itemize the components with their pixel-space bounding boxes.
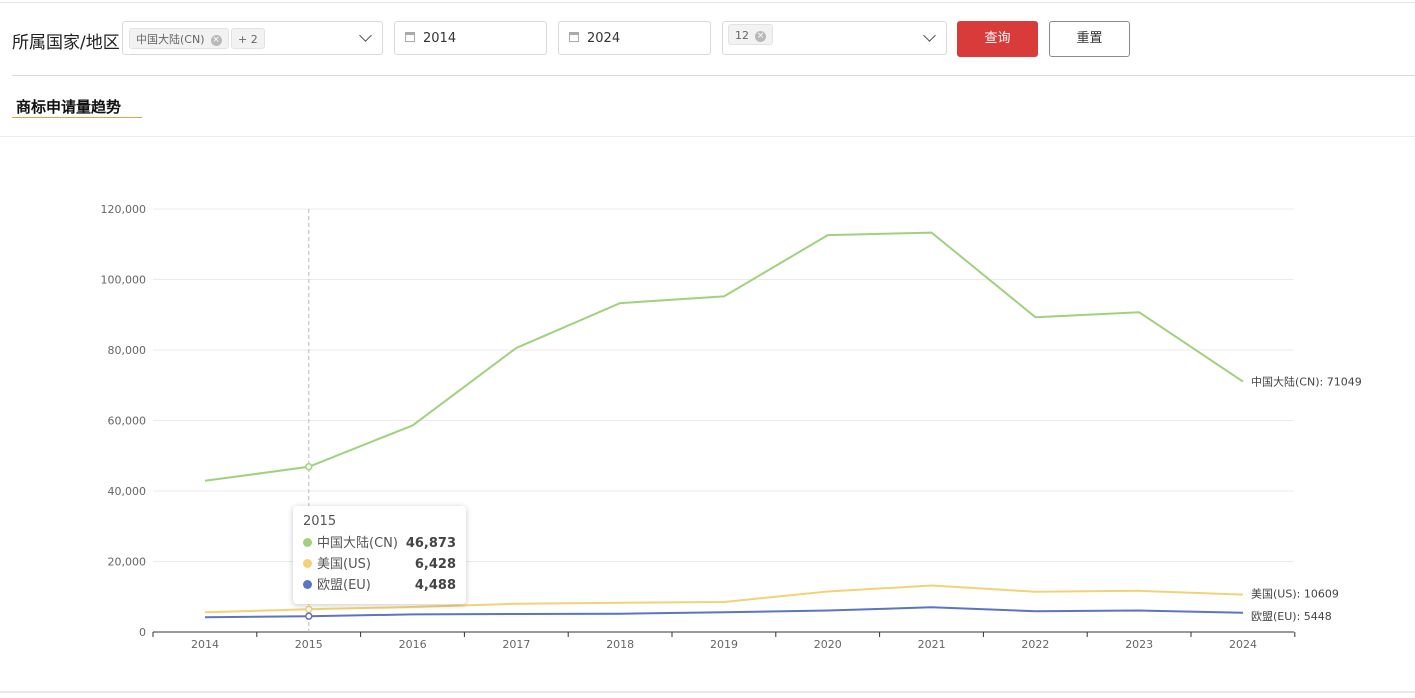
x-tick-label: 2018 xyxy=(606,638,634,651)
x-tick-label: 2017 xyxy=(502,638,530,651)
region-multiselect[interactable]: 中国大陆(CN) × + 2 xyxy=(122,21,383,55)
reset-button[interactable]: 重置 xyxy=(1049,21,1130,57)
tooltip-title: 2015 xyxy=(303,514,337,529)
y-tick-label: 40,000 xyxy=(108,485,147,498)
tooltip-row-eu: 欧盟(EU) 4,488 xyxy=(303,575,456,596)
tooltip-series-name: 中国大陆(CN) xyxy=(317,536,398,551)
tooltip-series-name: 欧盟(EU) xyxy=(317,578,371,593)
series-line-eu xyxy=(204,606,1244,619)
start-year-value: 2014 xyxy=(423,31,457,46)
series-line-cn xyxy=(204,231,1244,482)
x-tick-label: 2020 xyxy=(814,638,842,651)
x-tick-label: 2021 xyxy=(918,638,946,651)
query-button[interactable]: 查询 xyxy=(957,21,1038,57)
bottom-border xyxy=(0,691,1415,693)
series-end-label-cn: 中国大陆(CN): 71049 xyxy=(1251,375,1362,389)
start-year-picker[interactable]: 2014 xyxy=(394,21,547,55)
x-tick-label: 2024 xyxy=(1229,638,1257,651)
section-divider xyxy=(0,136,1415,137)
region-tag-cn: 中国大陆(CN) × xyxy=(129,28,229,49)
tooltip-row-cn: 中国大陆(CN) 46,873 xyxy=(303,533,456,554)
series-line-us xyxy=(204,584,1244,614)
end-year-picker[interactable]: 2024 xyxy=(558,21,711,55)
y-tick-label: 100,000 xyxy=(101,274,147,287)
y-tick-label: 120,000 xyxy=(101,203,147,216)
section-title: 商标申请量趋势 xyxy=(16,98,122,116)
series-point-us xyxy=(305,605,313,614)
filter-bar: 所属国家/地区 中国大陆(CN) × + 2 2014 2024 12 × 查询 重… xyxy=(0,0,1415,76)
y-tick-label: 60,000 xyxy=(108,415,147,428)
filter-divider xyxy=(12,75,1415,76)
series-end-label-eu: 欧盟(EU): 5448 xyxy=(1251,610,1332,623)
series-end-label-us: 美国(US): 10609 xyxy=(1251,588,1339,601)
month-multiselect[interactable]: 12 × xyxy=(722,21,947,55)
x-tick-label: 2015 xyxy=(295,638,323,651)
chart-tooltip: 2015 中国大陆(CN) 46,873 美国(US) 6,428 欧盟(EU)… xyxy=(293,506,466,604)
tooltip-series-value: 6,428 xyxy=(414,557,456,572)
legend-dot-icon xyxy=(303,580,312,589)
x-tick-label: 2023 xyxy=(1125,638,1153,651)
x-tick-label: 2014 xyxy=(191,638,219,651)
tooltip-series-name: 美国(US) xyxy=(317,557,371,572)
legend-dot-icon xyxy=(303,559,312,568)
month-tag: 12 × xyxy=(728,24,773,45)
x-tick-label: 2016 xyxy=(399,638,427,651)
legend-dot-icon xyxy=(303,538,312,547)
y-tick-label: 80,000 xyxy=(108,344,147,357)
tag-remove-icon[interactable]: × xyxy=(755,30,766,42)
region-tag-label: 中国大陆(CN) xyxy=(136,33,205,46)
tag-remove-icon[interactable]: × xyxy=(210,34,222,46)
region-tag-more: + 2 xyxy=(231,28,265,49)
x-tick-label: 2022 xyxy=(1021,638,1049,651)
calendar-icon xyxy=(405,32,415,42)
y-tick-label: 20,000 xyxy=(108,556,147,569)
series-point-cn xyxy=(305,463,313,471)
top-border xyxy=(0,2,1415,3)
section-title-underline xyxy=(12,117,142,118)
tooltip-series-value: 4,488 xyxy=(414,578,456,593)
tooltip-series-value: 46,873 xyxy=(405,536,456,551)
region-filter-label: 所属国家/地区 xyxy=(12,33,120,53)
x-tick-label: 2019 xyxy=(710,638,738,651)
end-year-value: 2024 xyxy=(587,31,621,46)
tooltip-row-us: 美国(US) 6,428 xyxy=(303,554,456,575)
y-tick-label: 0 xyxy=(139,626,146,639)
series-point-eu xyxy=(305,612,313,620)
calendar-icon xyxy=(569,32,579,42)
month-tag-label: 12 xyxy=(735,29,749,42)
